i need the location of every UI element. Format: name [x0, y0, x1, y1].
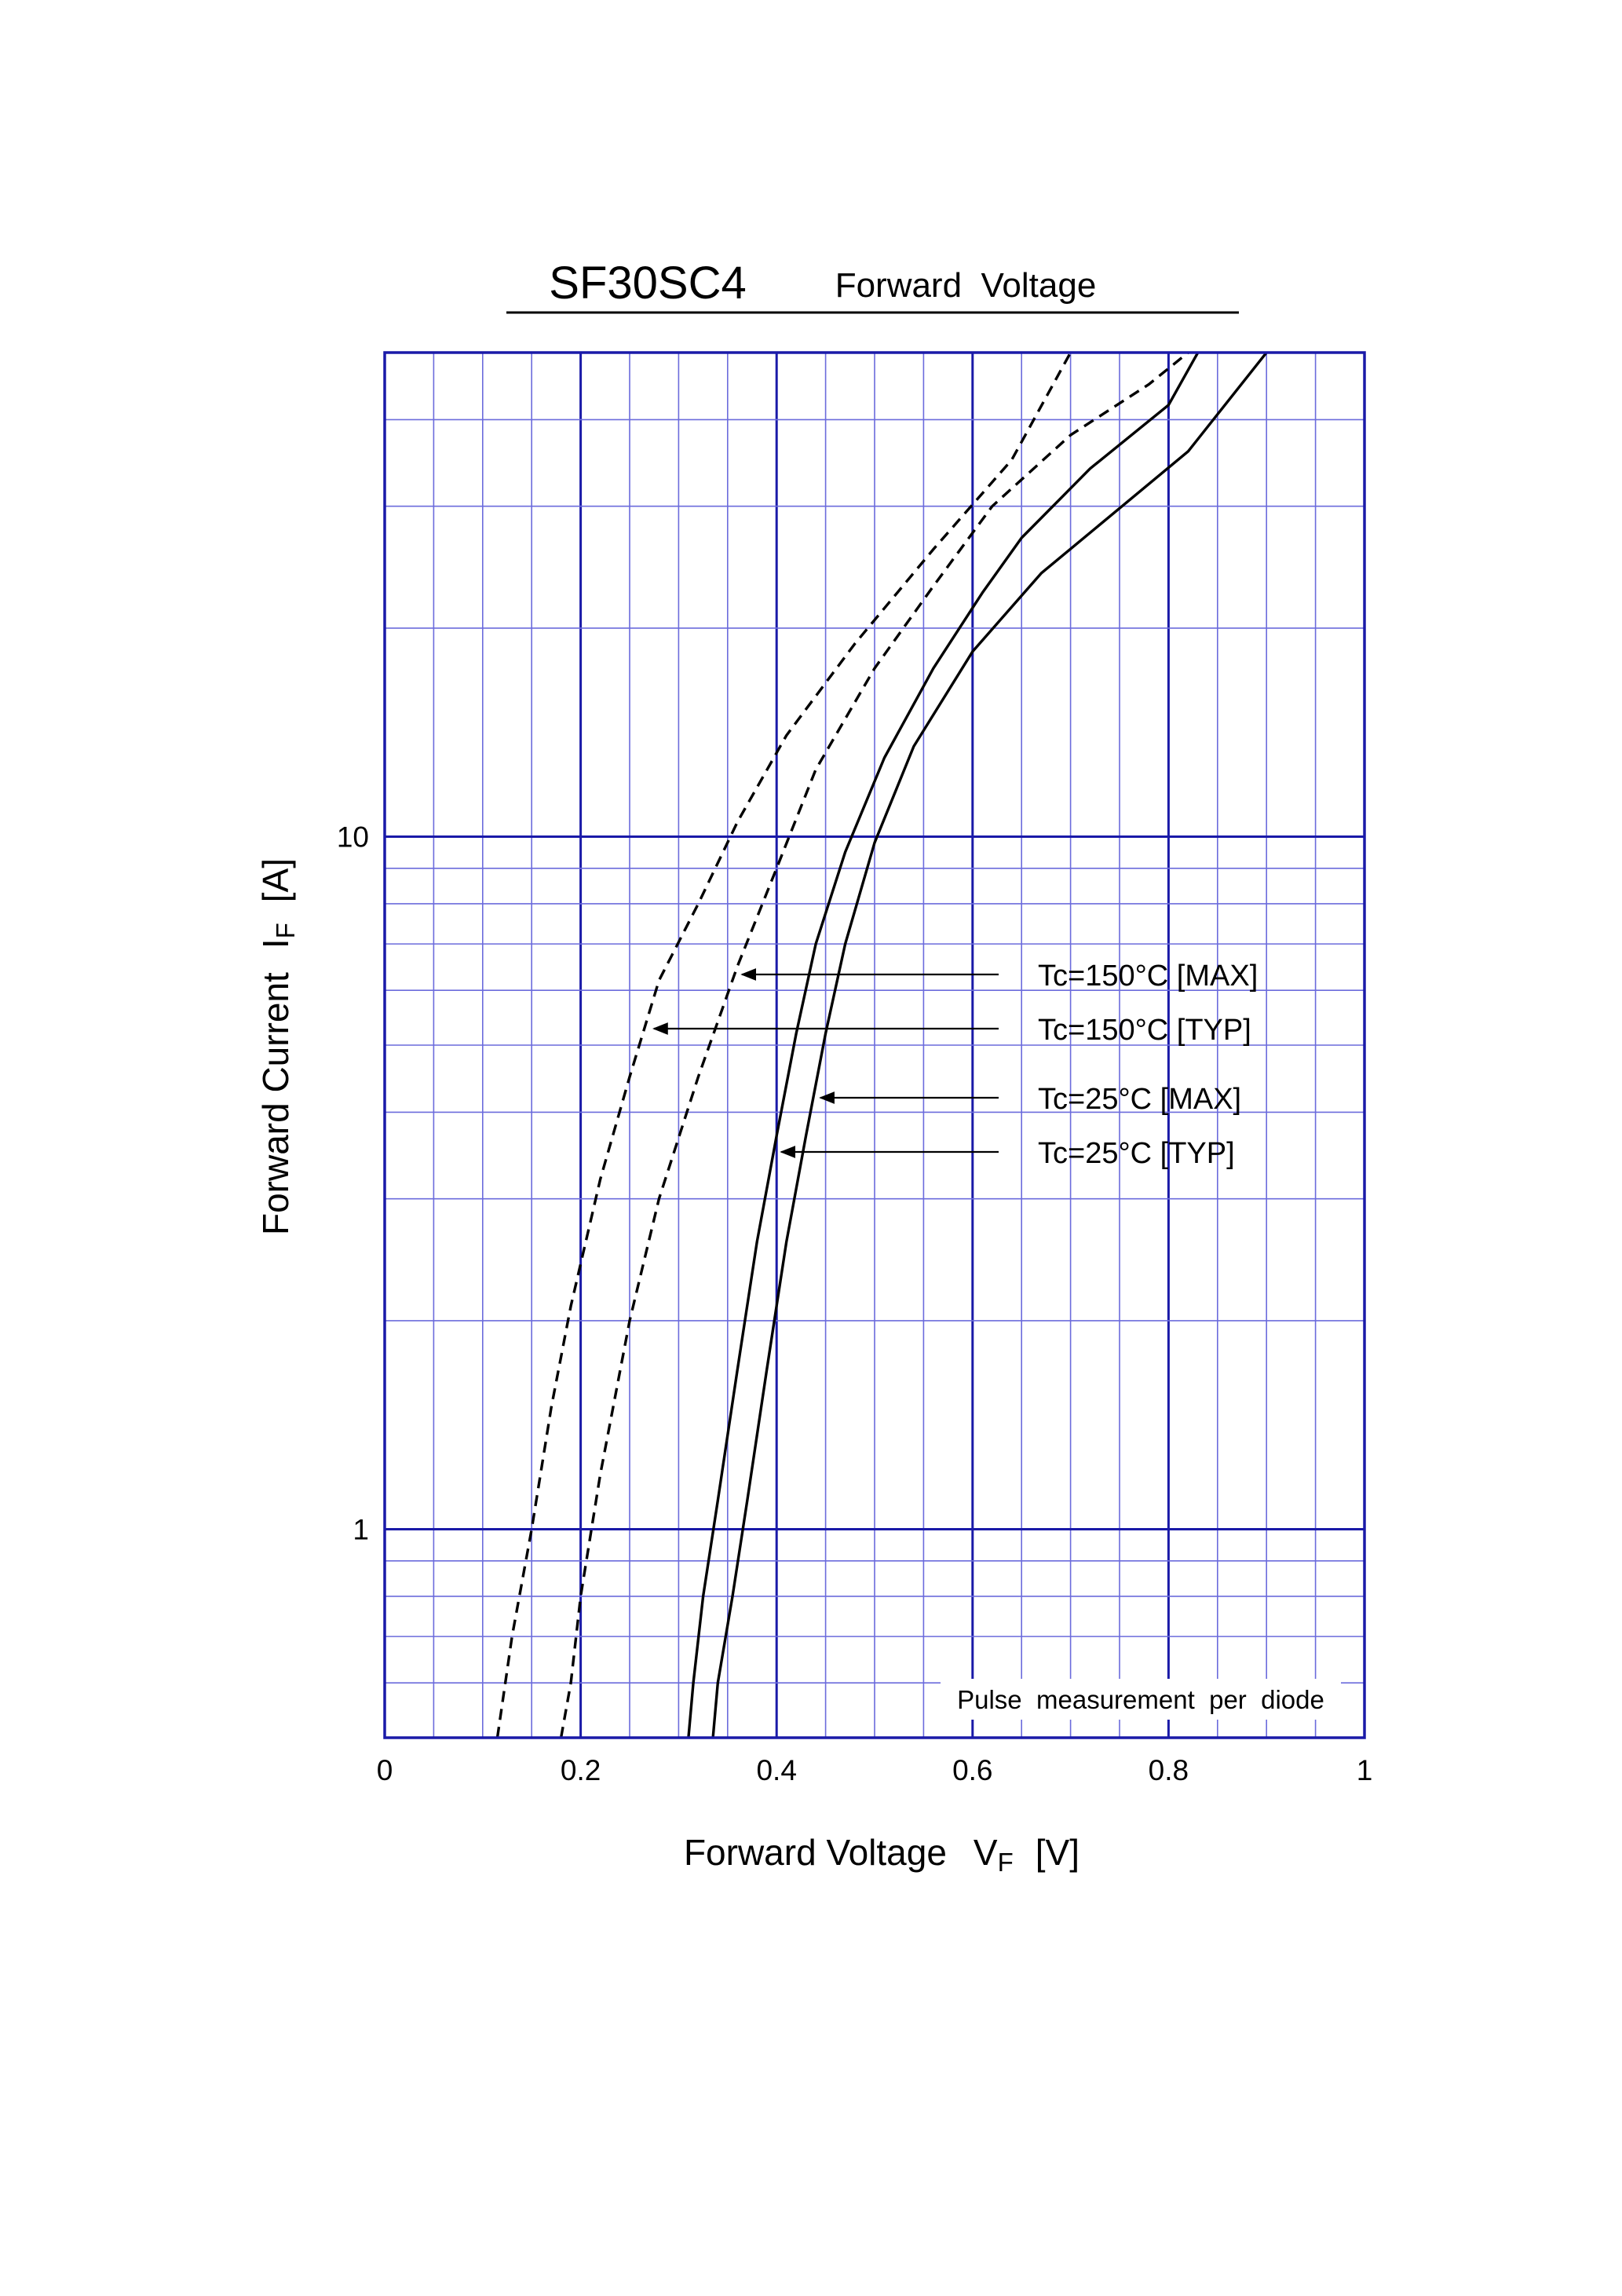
annotation-label: Tc=25°C [MAX]: [1038, 1083, 1241, 1116]
curves: [495, 353, 1268, 1738]
x-axis-label: Forward Voltage VF [V]: [684, 1832, 1080, 1877]
chart-title: SF30SC4: [549, 258, 746, 309]
x-tick-label: 0: [377, 1754, 393, 1786]
grid: [385, 353, 1364, 1738]
y-axis-unit: [A]: [255, 858, 296, 902]
annotations: Tc=150°C [MAX] Tc=150°C [TYP] Tc=25°C [MAX…: [652, 960, 1258, 1170]
series-line-0: [559, 353, 1189, 1738]
note-background: [941, 1679, 1341, 1720]
plot-frame: [383, 351, 1366, 1739]
y-tick-labels: 1 10: [337, 821, 369, 1545]
x-axis-label-text: Forward Voltage: [684, 1832, 947, 1873]
y-axis-label-text: Forward Current: [255, 972, 296, 1235]
x-tick-label: 0.2: [561, 1754, 601, 1786]
x-tick-label: 0.8: [1149, 1754, 1189, 1786]
x-tick-label: 1: [1357, 1754, 1373, 1786]
x-axis-symbol: V: [974, 1832, 998, 1873]
annotation-label: Tc=25°C [TYP]: [1038, 1137, 1235, 1170]
pulse-note: Pulse measurement per diode: [957, 1685, 1324, 1714]
series-line-2: [711, 353, 1268, 1738]
x-axis-unit: [V]: [1036, 1832, 1080, 1873]
annotation-label: Tc=150°C [TYP]: [1038, 1014, 1251, 1047]
y-axis-subscript: F: [271, 923, 300, 938]
y-tick-label: 1: [353, 1513, 369, 1545]
x-tick-label: 0.6: [952, 1754, 992, 1786]
y-tick-label: 10: [337, 821, 369, 853]
series-line-3: [687, 353, 1200, 1738]
x-tick-labels: 0 0.2 0.4 0.6 0.8 1: [377, 1754, 1373, 1786]
annotation-label: Tc=150°C [MAX]: [1038, 960, 1258, 993]
chart-subtitle: Forward Voltage: [835, 266, 1097, 305]
x-tick-label: 0.4: [756, 1754, 796, 1786]
x-axis-subscript: F: [998, 1848, 1014, 1877]
series-line-1: [495, 353, 1072, 1738]
y-axis-symbol: I: [255, 938, 296, 949]
y-axis-label: Forward Current IF [A]: [255, 858, 300, 1235]
